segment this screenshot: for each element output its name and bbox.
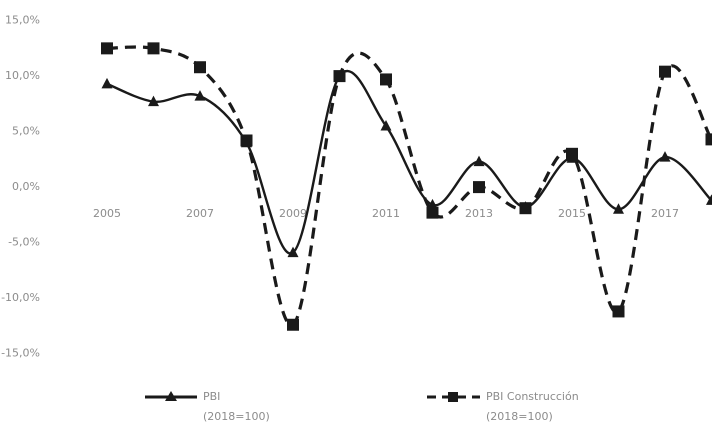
legend: PBI (2018=100) PBI Construcción (2018=10… [145, 390, 579, 423]
y-tick-label: 5,0% [12, 125, 40, 138]
data-point-pbi-construccion [659, 65, 671, 78]
data-point-pbi [706, 194, 712, 205]
y-tick-label: -5,0% [8, 236, 40, 249]
data-point-pbi [473, 155, 485, 167]
series-layer [101, 42, 712, 331]
legend-marker-pbi [165, 391, 177, 401]
series-line-pbi-construccion [106, 45, 712, 327]
x-axis-ticks: 2005 2007 2009 2011 2013 2015 2017 [93, 207, 679, 220]
data-point-pbi [194, 90, 206, 101]
x-tick-label: 2005 [93, 207, 121, 220]
series-line-pbi [106, 69, 712, 255]
data-point-pbi-construccion [380, 73, 392, 86]
legend-item-pbi: PBI (2018=100) [145, 390, 270, 423]
y-tick-label: -10,0% [1, 291, 40, 304]
data-point-pbi [427, 198, 438, 210]
legend-marker-pbi-construccion [448, 392, 458, 402]
legend-item-pbi-construccion: PBI Construcción (2018=100) [427, 390, 579, 423]
y-tick-label: 0,0% [12, 180, 40, 193]
y-tick-label: -15,0% [1, 347, 40, 360]
data-point-pbi-construccion [101, 42, 113, 55]
x-tick-label: 2017 [651, 207, 679, 220]
y-tick-label: 15,0% [5, 14, 40, 27]
data-point-pbi-construccion [287, 318, 299, 331]
x-tick-label: 2015 [558, 207, 586, 220]
data-point-pbi [148, 95, 159, 107]
series-pbi-construccion [101, 42, 712, 331]
legend-label-pbi-base: (2018=100) [203, 410, 270, 423]
data-point-pbi [334, 70, 345, 81]
x-tick-label: 2011 [372, 207, 400, 220]
data-point-pbi-construccion [147, 42, 160, 55]
data-point-pbi-construccion [705, 133, 712, 146]
data-point-pbi [659, 151, 671, 162]
data-point-pbi [101, 77, 113, 89]
data-point-pbi [241, 136, 252, 148]
data-point-pbi [566, 152, 578, 163]
legend-label-pbi-construccion: PBI Construcción [486, 390, 579, 403]
y-axis-ticks: 15,0% 10,0% 5,0% 0,0% -5,0% -10,0% -15,0% [1, 14, 40, 360]
x-tick-label: 2009 [279, 207, 307, 220]
data-point-pbi-construccion [426, 206, 439, 219]
data-point-pbi [613, 203, 624, 214]
data-point-pbi-construccion [473, 181, 485, 194]
data-point-pbi-construccion [194, 61, 206, 74]
series-pbi [101, 69, 712, 258]
y-tick-label: 10,0% [5, 69, 40, 82]
x-tick-label: 2007 [186, 207, 214, 220]
data-point-pbi [380, 120, 392, 131]
data-point-pbi [287, 246, 299, 258]
legend-label-pbi: PBI [203, 390, 220, 403]
legend-label-pbi-construccion-base: (2018=100) [486, 410, 553, 423]
data-point-pbi [520, 201, 531, 212]
x-tick-label: 2013 [465, 207, 493, 220]
data-point-pbi-construccion [612, 305, 625, 318]
